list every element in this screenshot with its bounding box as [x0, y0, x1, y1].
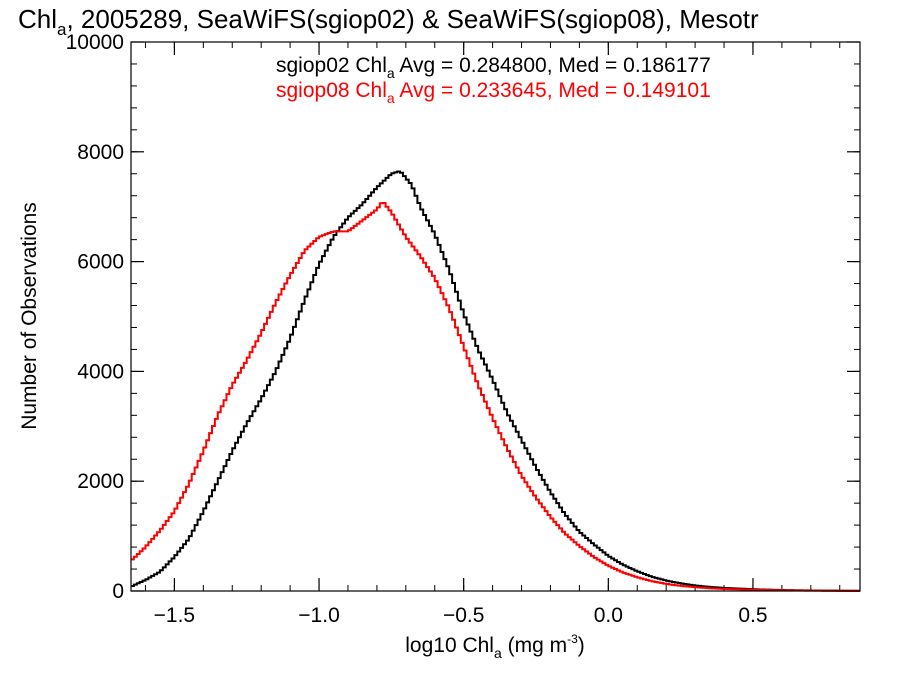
y-tick-label: 4000 [77, 360, 124, 383]
x-axis-label-prefix: log10 Chl [405, 634, 494, 657]
chart-title-rest: , 2005289, SeaWiFS(sgiop02) & SeaWiFS(sg… [66, 4, 759, 34]
x-tick-label: 0.5 [738, 604, 767, 627]
chart-title-subscript: a [57, 20, 67, 39]
x-axis-label-mid: (mg m [502, 634, 567, 657]
series-line-sgiop08 [131, 202, 860, 592]
y-tick-label: 0 [112, 580, 124, 603]
y-tick-labels: 0 2000 4000 6000 8000 10000 [66, 31, 124, 603]
x-axis-label-sub: a [494, 645, 502, 661]
legend-entry-sgiop02: sgiop02 Chla Avg = 0.284800, Med = 0.186… [276, 54, 711, 81]
legend-sgiop08-rest: Avg = 0.233645, Med = 0.149101 [395, 79, 711, 102]
plot-series [131, 170, 860, 592]
legend-sgiop02-rest: Avg = 0.284800, Med = 0.186177 [395, 54, 711, 77]
x-axis-label: log10 Chla (mg m-3) [405, 632, 585, 661]
x-tick-label: −1.0 [298, 604, 339, 627]
legend-sgiop02-sub: a [387, 65, 395, 81]
legend-sgiop08-sub: a [387, 90, 395, 106]
series-line-sgiop02 [131, 170, 860, 592]
x-tick-label: 0.0 [594, 604, 623, 627]
y-tick-label: 8000 [77, 141, 124, 164]
x-axis-label-sup: -3 [567, 632, 578, 646]
y-tick-label: 6000 [77, 251, 124, 274]
axes-ticks [131, 41, 860, 592]
legend-sgiop02-prefix: sgiop02 Chl [276, 54, 387, 77]
plot-frame [130, 41, 861, 592]
x-tick-labels: −1.5 −1.0 −0.5 0.0 0.5 [154, 604, 768, 627]
y-tick-label: 2000 [77, 470, 124, 493]
legend-sgiop08-prefix: sgiop08 Chl [276, 79, 387, 102]
x-tick-label: −1.5 [154, 604, 195, 627]
chart-title: Chla, 2005289, SeaWiFS(sgiop02) & SeaWiF… [18, 4, 759, 39]
y-tick-label: 10000 [66, 31, 124, 54]
y-axis-label: Number of Observations [18, 202, 41, 430]
x-tick-label: −0.5 [443, 604, 484, 627]
chart-title-prefix: Chl [18, 4, 57, 34]
legend: sgiop02 Chla Avg = 0.284800, Med = 0.186… [276, 54, 711, 106]
x-axis-label-suffix: ) [578, 634, 585, 657]
legend-entry-sgiop08: sgiop08 Chla Avg = 0.233645, Med = 0.149… [276, 79, 711, 106]
